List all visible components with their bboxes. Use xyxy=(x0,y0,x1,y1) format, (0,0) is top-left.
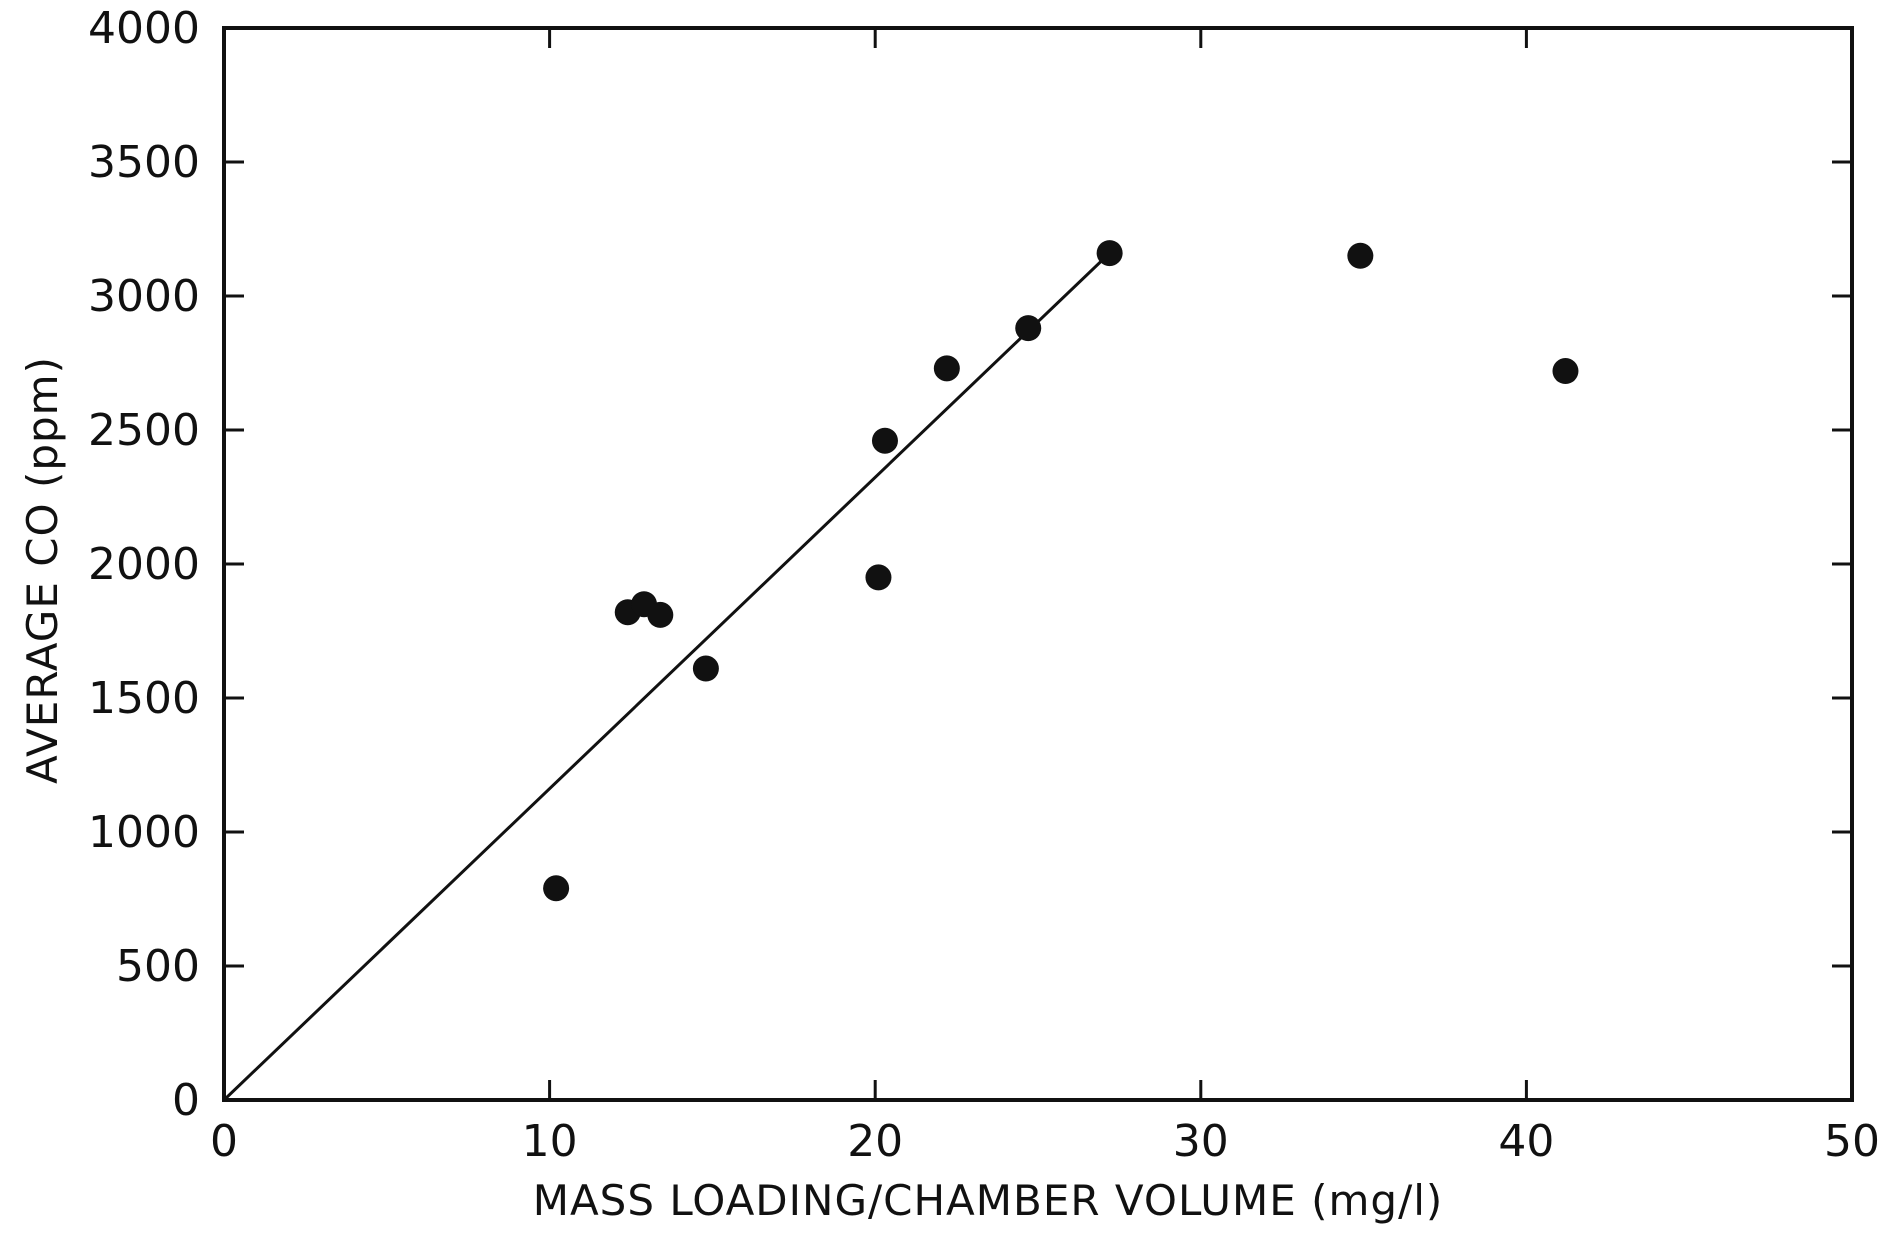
data-point xyxy=(1552,358,1579,385)
fit-line-layer xyxy=(222,252,1111,1102)
y-tick-label: 3500 xyxy=(88,137,200,188)
data-point xyxy=(871,427,898,454)
x-tick-label: 50 xyxy=(1824,1116,1880,1167)
plot-frame xyxy=(222,26,1854,1102)
x-tick-label: 0 xyxy=(210,1116,238,1167)
x-tick-label: 40 xyxy=(1498,1116,1554,1167)
data-point xyxy=(647,601,674,628)
y-tick-label: 4000 xyxy=(88,3,200,54)
data-point xyxy=(1015,315,1042,342)
data-points xyxy=(543,240,1579,902)
data-point xyxy=(865,564,892,591)
y-tick-label: 1000 xyxy=(88,807,200,858)
y-tick-label: 500 xyxy=(116,941,200,992)
y-tick-label: 3000 xyxy=(88,271,200,322)
data-point xyxy=(1096,240,1123,267)
ticks: 0 10 20 30 40 5005001000150020002500300035004… xyxy=(88,3,1880,1167)
x-tick-label: 30 xyxy=(1173,1116,1229,1167)
y-tick-label: 2500 xyxy=(88,405,200,456)
axis-labels: MASS LOADING/CHAMBER VOLUME (mg/l) AVERA… xyxy=(18,356,1444,1225)
data-point xyxy=(543,875,570,902)
y-tick-label: 0 xyxy=(172,1075,200,1126)
axes xyxy=(222,26,1854,1102)
x-tick-label: 20 xyxy=(847,1116,903,1167)
data-point xyxy=(692,655,719,682)
y-tick-label: 1500 xyxy=(88,673,200,724)
data-point xyxy=(933,355,960,382)
x-axis-title: MASS LOADING/CHAMBER VOLUME (mg/l) xyxy=(533,1176,1444,1225)
data-point xyxy=(1347,242,1374,269)
y-tick-label: 2000 xyxy=(88,539,200,590)
y-axis-title: AVERAGE CO (ppm) xyxy=(18,356,67,784)
fit-line xyxy=(222,252,1111,1102)
x-tick-label: 10 xyxy=(522,1116,578,1167)
